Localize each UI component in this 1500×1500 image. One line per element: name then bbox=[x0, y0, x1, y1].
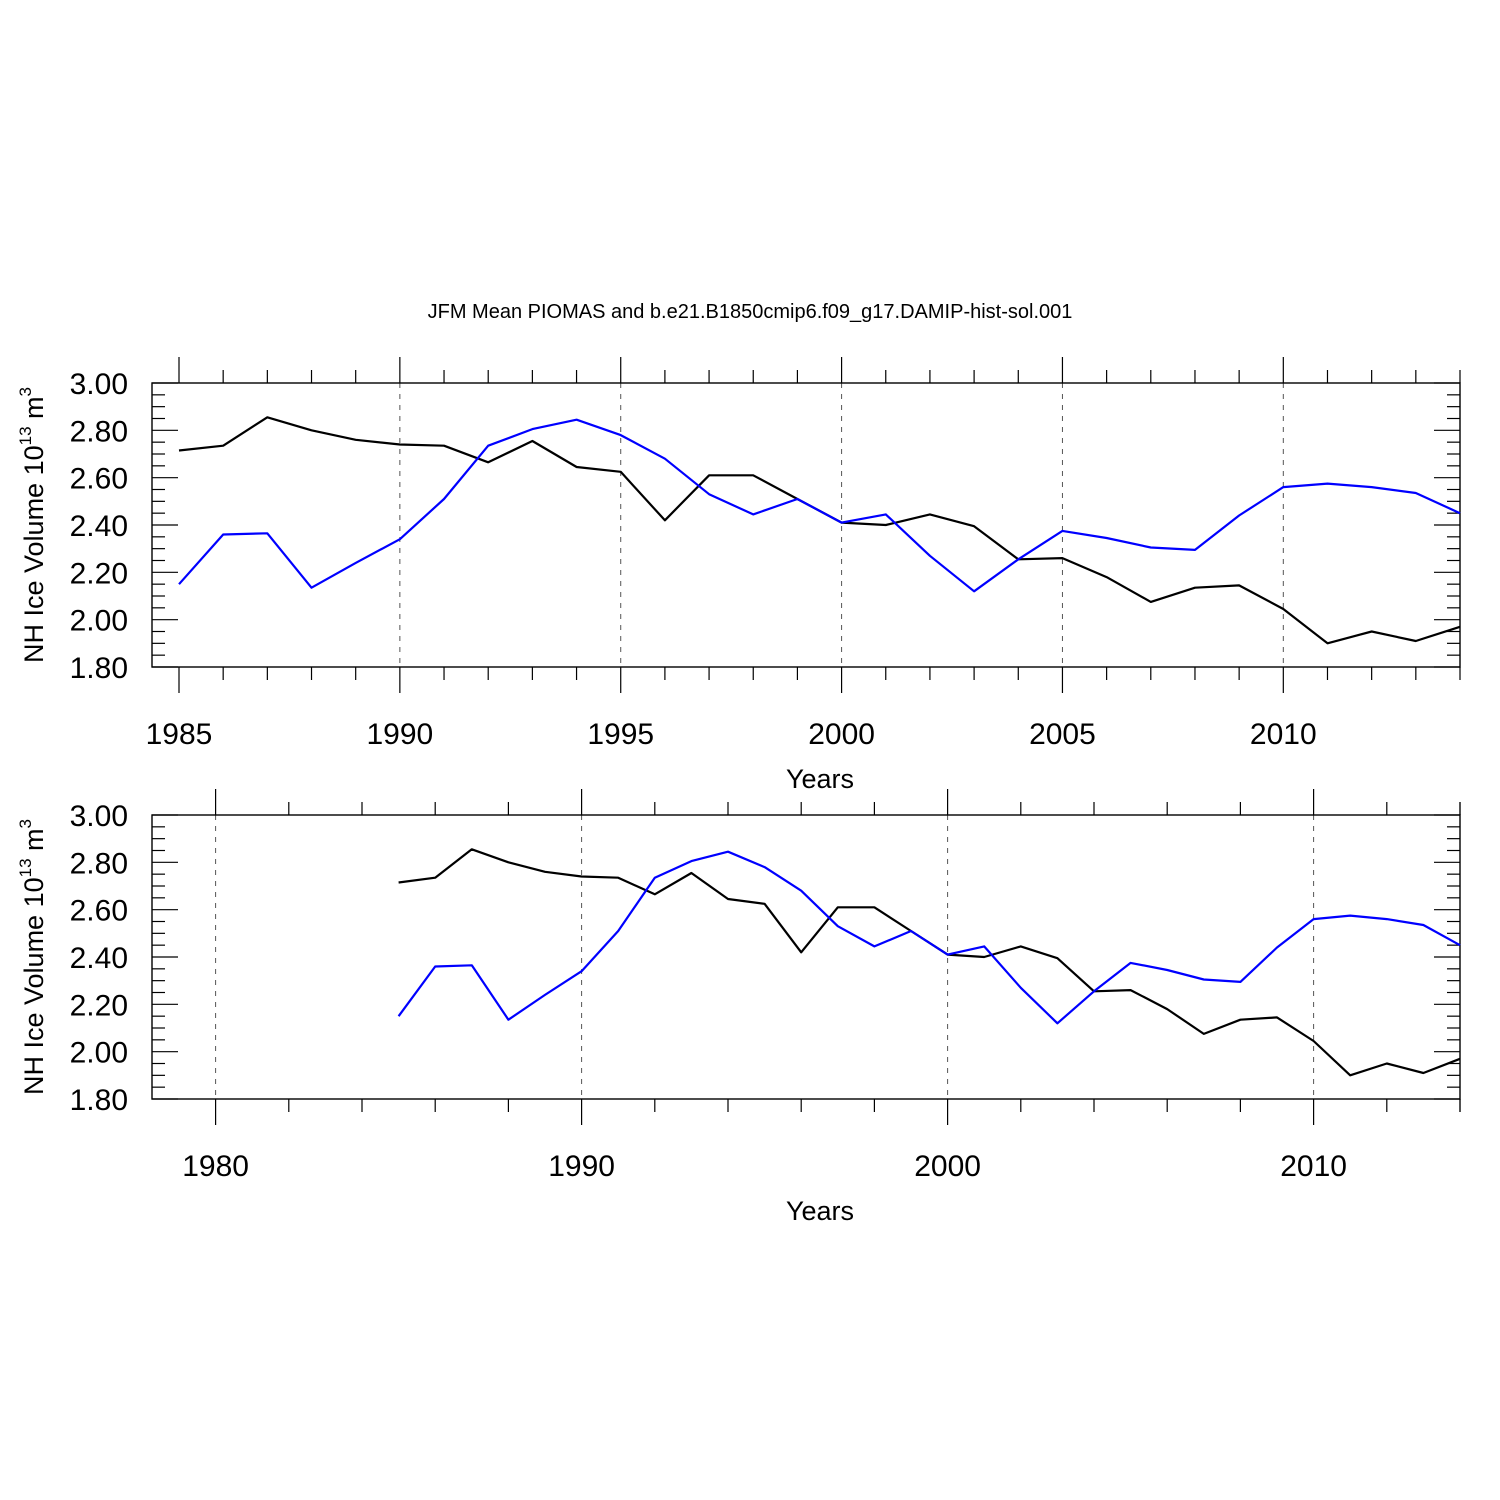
y-tick-label: 1.80 bbox=[70, 1084, 128, 1117]
y-tick-label: 3.00 bbox=[70, 800, 128, 833]
x-tick-label: 1990 bbox=[548, 1150, 615, 1183]
x-tick-label: 2000 bbox=[808, 718, 875, 751]
series-line-1 bbox=[178, 418, 1461, 593]
y-tick-label: 2.20 bbox=[70, 989, 128, 1022]
x-tick-label: 1990 bbox=[366, 718, 433, 751]
plot-frame bbox=[151, 382, 1461, 668]
x-tick-label: 1980 bbox=[182, 1150, 249, 1183]
series-line-0 bbox=[178, 416, 1461, 645]
x-axis-label: Years bbox=[786, 764, 854, 794]
y-axis-label-text: NH Ice Volume 10 bbox=[19, 877, 49, 1095]
y-axis-label-unit-exponent: 3 bbox=[16, 387, 35, 396]
y-axis-label-unit: m bbox=[19, 396, 49, 426]
y-tick-label: 2.40 bbox=[70, 942, 128, 975]
y-tick-label: 2.20 bbox=[70, 557, 128, 590]
chart-title: JFM Mean PIOMAS and b.e21.B1850cmip6.f09… bbox=[428, 301, 1073, 323]
x-tick-label: 1985 bbox=[146, 718, 213, 751]
y-axis-label-exponent: 13 bbox=[16, 858, 35, 877]
y-axis-label: NH Ice Volume 1013 m3 bbox=[16, 819, 49, 1095]
x-tick-label: 2010 bbox=[1280, 1150, 1347, 1183]
y-axis-label: NH Ice Volume 1013 m3 bbox=[16, 387, 49, 663]
y-tick-label: 2.00 bbox=[70, 605, 128, 638]
plot-frame bbox=[151, 814, 1461, 1100]
y-tick-label: 2.00 bbox=[70, 1037, 128, 1070]
x-axis-label: Years bbox=[786, 1196, 854, 1226]
x-tick-label: 2005 bbox=[1029, 718, 1096, 751]
top-panel: 1985 1990 1995 2000 2005 2010 1.80 2.00 2.20 2.40… bbox=[16, 357, 1461, 794]
y-tick-label: 2.60 bbox=[70, 895, 128, 928]
y-tick-label: 2.80 bbox=[70, 847, 128, 880]
x-tick-label: 1995 bbox=[587, 718, 654, 751]
bottom-panel: 1980 1990 2000 2010 1.80 2.00 2.20 2.40 2.60 2.80… bbox=[16, 789, 1461, 1226]
y-axis-label-unit-exponent: 3 bbox=[16, 819, 35, 828]
x-tick-label: 2000 bbox=[914, 1150, 981, 1183]
y-tick-label: 2.40 bbox=[70, 510, 128, 543]
y-axis-label-unit: m bbox=[19, 828, 49, 858]
y-tick-label: 2.80 bbox=[70, 415, 128, 448]
y-tick-label: 2.60 bbox=[70, 463, 128, 496]
y-tick-label: 1.80 bbox=[70, 652, 128, 685]
series-line-1 bbox=[397, 850, 1461, 1025]
y-axis-label-text: NH Ice Volume 10 bbox=[19, 445, 49, 663]
y-axis-label-exponent: 13 bbox=[16, 426, 35, 445]
x-tick-label: 2010 bbox=[1250, 718, 1317, 751]
y-tick-label: 3.00 bbox=[70, 368, 128, 401]
series-line-0 bbox=[398, 848, 1461, 1077]
